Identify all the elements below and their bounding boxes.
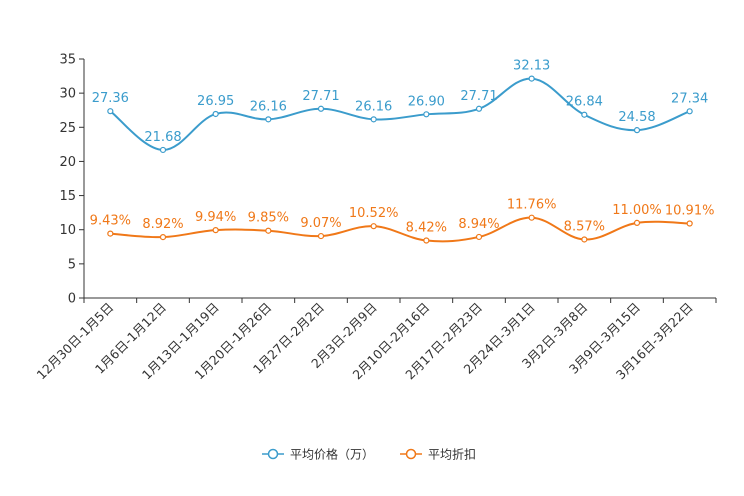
data-label: 9.85%	[248, 211, 289, 226]
legend-marker-icon	[267, 448, 279, 460]
data-label: 9.94%	[195, 210, 236, 225]
y-tick-label: 15	[59, 189, 76, 204]
y-tick-label: 35	[59, 53, 76, 68]
legend[interactable]: 平均价格（万） 平均折扣	[262, 447, 476, 462]
data-point	[317, 232, 325, 240]
data-point	[265, 227, 272, 234]
data-point	[686, 108, 693, 115]
legend-marker-icon	[405, 448, 417, 460]
series-line	[109, 77, 691, 151]
data-label: 8.42%	[406, 221, 447, 236]
data-label: 26.84	[566, 95, 603, 110]
series-layer: 27.36 21.68 26.95 26.16 27.71 26.16 26.90 27.71…	[90, 59, 715, 244]
data-label: 21.68	[144, 130, 181, 145]
legend-item-2[interactable]: 平均折扣	[400, 447, 476, 462]
series-line	[110, 216, 690, 243]
data-point	[423, 237, 430, 244]
data-point	[475, 105, 483, 112]
data-point	[475, 233, 483, 241]
y-tick-label: 25	[59, 121, 76, 136]
data-label: 8.94%	[458, 217, 499, 232]
data-label: 26.90	[408, 94, 445, 109]
y-tick-label: 5	[68, 257, 76, 272]
data-label: 26.95	[197, 94, 234, 109]
series-2: 9.43% 8.92% 9.94% 9.85% 9.07% 10.52% 8.42% 8.94…	[90, 198, 715, 244]
data-label: 24.58	[618, 110, 655, 125]
data-point	[528, 214, 535, 221]
data-point	[212, 227, 219, 234]
data-point	[633, 127, 641, 134]
data-label: 10.91%	[665, 204, 715, 219]
legend-label: 平均折扣	[428, 447, 476, 462]
data-point	[686, 220, 693, 227]
data-label: 11.76%	[507, 198, 557, 213]
legend-item-1[interactable]: 平均价格（万）	[262, 447, 374, 462]
data-point	[107, 108, 114, 115]
data-point	[370, 116, 377, 123]
series-1: 27.36 21.68 26.95 26.16 27.71 26.16 26.90 27.71…	[92, 59, 708, 154]
y-tick-label: 0	[68, 292, 76, 307]
data-point	[423, 111, 430, 118]
data-label: 9.07%	[300, 216, 341, 231]
data-point	[633, 219, 641, 226]
data-label: 27.34	[671, 91, 708, 106]
data-point	[581, 111, 588, 118]
data-point	[212, 110, 219, 118]
data-label: 11.00%	[612, 203, 662, 218]
data-label: 26.16	[250, 99, 287, 114]
data-point	[581, 236, 588, 243]
data-point	[159, 146, 167, 154]
data-point	[370, 223, 377, 230]
data-label: 8.92%	[142, 217, 183, 232]
data-point	[528, 75, 535, 82]
data-label: 27.71	[302, 89, 339, 104]
data-label: 27.71	[460, 89, 497, 104]
y-tick-label: 20	[59, 155, 76, 170]
data-label: 26.16	[355, 99, 392, 114]
data-label: 32.13	[513, 59, 550, 74]
data-point	[107, 230, 114, 237]
data-label: 27.36	[92, 91, 129, 106]
data-point	[265, 116, 272, 123]
legend-label: 平均价格（万）	[290, 447, 374, 462]
data-label: 10.52%	[349, 206, 399, 221]
y-tick-label: 10	[59, 223, 76, 238]
y-tick-label: 30	[59, 87, 76, 102]
data-point	[317, 105, 325, 112]
data-label: 8.57%	[564, 219, 605, 234]
data-label: 9.43%	[90, 214, 131, 229]
data-point	[159, 233, 167, 241]
